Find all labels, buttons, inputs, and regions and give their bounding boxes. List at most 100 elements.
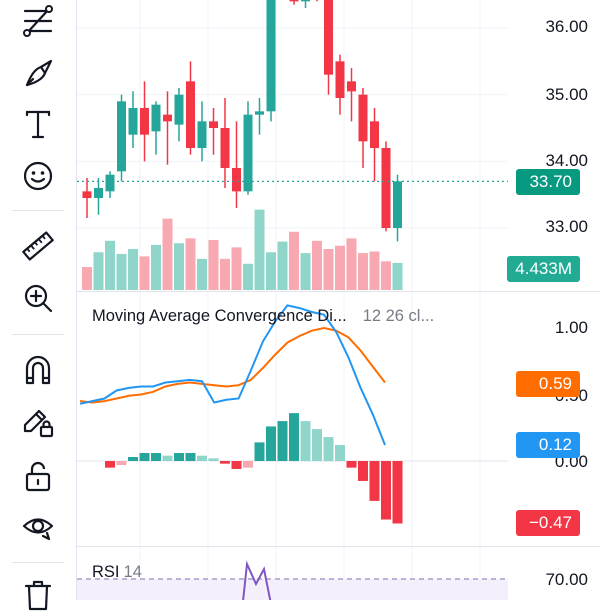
price-axis-label: 35.00: [545, 85, 588, 104]
volume-bar: [392, 262, 403, 290]
brush-tool[interactable]: [14, 52, 62, 96]
magnet-tool[interactable]: [14, 348, 62, 392]
candle-body: [105, 174, 115, 192]
macd-histogram-bar: [254, 442, 265, 461]
candle-body: [151, 104, 161, 132]
macd-histogram-bar: [369, 461, 380, 501]
macd-histogram-bar: [151, 453, 161, 461]
macd-histogram-bar: [231, 461, 242, 469]
magnet-icon: [25, 355, 51, 385]
volume-bar: [220, 258, 230, 290]
volume-bar: [243, 263, 253, 290]
candle-body: [381, 148, 391, 229]
macd-histogram-bar: [335, 445, 345, 461]
lock-drawings-tool[interactable]: [14, 400, 62, 444]
macd-histogram-bar: [289, 413, 299, 461]
volume-bar: [174, 243, 184, 290]
volume-bar: [162, 218, 173, 290]
volume-bar: [139, 256, 150, 290]
volume-bar: [82, 267, 92, 290]
macd-histogram-bar: [162, 455, 173, 461]
zoom-tool[interactable]: [14, 276, 62, 320]
emoji-tool[interactable]: [14, 154, 62, 198]
rsi-length: 14: [123, 563, 142, 581]
volume-bar: [93, 252, 104, 290]
lock-tool[interactable]: [14, 454, 62, 498]
ruler-icon: [22, 231, 54, 261]
candle-body: [335, 61, 345, 99]
macd-histogram-bar: [277, 421, 288, 461]
candle-body: [358, 94, 368, 142]
rsi-title: RSI: [92, 563, 120, 581]
text-tool[interactable]: [14, 102, 62, 146]
macd-histogram-bar: [174, 453, 184, 461]
price-axis-label: 33.00: [545, 217, 588, 236]
pane-divider-price-macd[interactable]: [77, 291, 600, 292]
macd-params: 12 26 cl...: [362, 307, 435, 325]
candle-body: [266, 0, 276, 112]
histogram-value-badge: −0.47: [516, 510, 580, 536]
eye-icon: [22, 518, 54, 541]
candle-body: [82, 191, 92, 199]
macd-axis-label: 1.00: [554, 318, 588, 337]
candle-body: [163, 114, 172, 122]
candle-body: [370, 121, 379, 149]
macd-histogram-bar: [312, 429, 322, 461]
candle-body: [140, 108, 149, 135]
rsi-line: [242, 560, 272, 600]
hide-tool[interactable]: [14, 504, 62, 548]
volume-bar: [128, 249, 138, 290]
volume-bar: [266, 252, 276, 290]
volume-bar: [116, 253, 127, 290]
toolbar-divider: [12, 562, 64, 563]
macd-line: [79, 304, 386, 446]
macd-histogram-bar: [243, 461, 253, 468]
volume-bar: [323, 249, 334, 290]
trend-lines-icon: [23, 5, 53, 37]
candle-body: [174, 94, 184, 125]
candle-body: [117, 101, 126, 172]
macd-title: Moving Average Convergence Di...: [92, 307, 347, 325]
price-axis-label: 34.00: [545, 151, 588, 170]
macd-histogram-bar: [105, 461, 115, 468]
price-axis-label: 36.00: [545, 17, 588, 36]
macd-value-badge: 0.12: [516, 432, 580, 458]
macd-histogram-bar: [185, 453, 196, 461]
candle-body: [324, 0, 333, 75]
macd-histogram-bar: [266, 426, 276, 461]
rsi-legend[interactable]: RSI 14: [92, 563, 142, 582]
volume-bar: [105, 240, 115, 290]
chart-canvas[interactable]: [0, 0, 600, 600]
pencil-lock-icon: [23, 409, 54, 438]
candle-body: [243, 114, 253, 192]
volume-bar: [254, 209, 265, 290]
macd-legend[interactable]: Moving Average Convergence Di... 12 26 cl…: [92, 307, 434, 326]
volume-bar: [231, 247, 242, 290]
candle-body: [197, 121, 207, 149]
candle-body: [393, 181, 402, 229]
trend-line-tool[interactable]: [14, 0, 62, 44]
volume-bar: [335, 245, 345, 290]
candle-body: [220, 128, 230, 169]
macd-histogram-bar: [300, 421, 311, 461]
toolbar-divider: [12, 334, 64, 335]
rsi-band: [77, 579, 508, 600]
candle-body: [255, 111, 264, 115]
macd-histogram-bar: [128, 457, 138, 461]
drawing-toolbar: [0, 0, 77, 611]
ruler-tool[interactable]: [14, 224, 62, 268]
volume-badge: 4.433M: [507, 256, 580, 282]
macd-histogram-bar: [139, 453, 150, 461]
macd-histogram-bar: [358, 461, 368, 481]
volume-bar: [369, 251, 380, 290]
macd-histogram-bar: [116, 461, 127, 465]
pane-divider-macd-rsi[interactable]: [77, 546, 600, 547]
volume-bar: [300, 253, 311, 290]
text-icon: [25, 110, 51, 139]
macd-histogram-bar: [220, 461, 230, 464]
smiley-icon: [23, 161, 53, 191]
candle-body: [94, 188, 103, 199]
candle-body: [301, 0, 310, 2]
volume-bar: [151, 244, 161, 290]
